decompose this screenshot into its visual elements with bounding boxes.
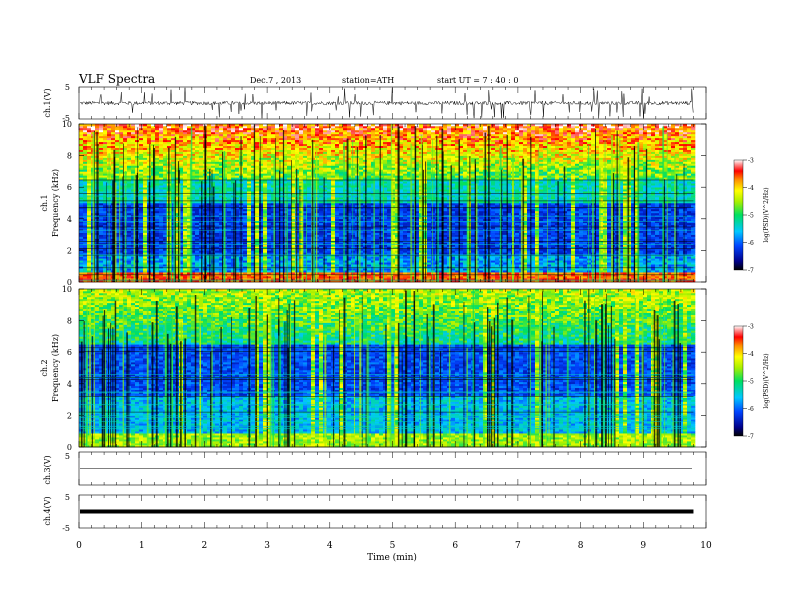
colorbar-tick-label: -3 — [748, 324, 754, 331]
ch4-waveform-ylabel: ch.4(V) — [43, 496, 52, 525]
colorbar-tick-label: -3 — [748, 158, 754, 165]
colorbar-tick-label: -7 — [748, 434, 754, 441]
ytick-label: 10 — [62, 120, 72, 129]
time-tick-label: 8 — [578, 541, 584, 551]
colorbar-tick-label: -6 — [748, 240, 754, 247]
time-axis-tick-labels: 0 1 2 3 4 5 6 7 8 9 10 — [76, 541, 712, 551]
date-label: Dec.7 , 2013 — [250, 76, 301, 85]
ch1-spectrogram-image — [79, 124, 706, 282]
colorbar-tick-label: -6 — [748, 406, 754, 413]
colorbar-tick-label: -5 — [748, 213, 754, 220]
ch2-colorbar — [734, 326, 743, 436]
ch1-colorbar — [734, 160, 743, 270]
ch1-spectrogram-ylabel: ch.1 — [40, 194, 49, 211]
time-tick-label: 7 — [515, 541, 521, 551]
time-tick-label: 9 — [640, 541, 646, 551]
ch4-ytick-bottom: -5 — [62, 524, 70, 533]
panel-ch4-waveform: 5 -5 ch.4(V) — [43, 493, 706, 533]
colorbar-tick-label: -5 — [748, 379, 754, 386]
ytick-label: 8 — [67, 317, 72, 326]
ytick-label: 6 — [67, 183, 72, 192]
time-tick-label: 3 — [264, 541, 270, 551]
time-tick-label: 4 — [327, 541, 333, 551]
colorbar-tick-label: -4 — [748, 351, 754, 358]
panel-ch1-waveform: 5 -5 ch.1(V) — [43, 83, 706, 123]
ytick-label: 8 — [67, 152, 72, 161]
time-axis-label: Time (min) — [367, 552, 417, 563]
ch1-frequency-ylabel: Frequency (kHz) — [51, 169, 60, 237]
ytick-label: 4 — [67, 380, 72, 389]
ytick-label: 4 — [67, 215, 72, 224]
ch4-ytick-top: 5 — [65, 493, 70, 502]
ch2-frequency-ylabel: Frequency (kHz) — [51, 334, 60, 402]
colorbar-tick-label: -4 — [748, 185, 754, 192]
ytick-label: 0 — [67, 443, 72, 452]
ch3-waveform-ylabel: ch.3(V) — [43, 455, 52, 484]
ch1-waveform-ylabel: ch.1(V) — [43, 88, 52, 117]
station-label: station=ATH — [342, 76, 394, 85]
ytick-label: 10 — [62, 285, 72, 294]
time-tick-label: 1 — [139, 541, 145, 551]
figure-title: VLF Spectra — [78, 72, 155, 86]
start-ut-label: start UT = 7 : 40 : 0 — [437, 76, 518, 85]
time-tick-label: 5 — [390, 541, 396, 551]
time-tick-label: 6 — [452, 541, 458, 551]
ytick-label: 2 — [67, 411, 72, 420]
ch1-waveform-line — [80, 88, 693, 119]
ch1-ytick-top: 5 — [65, 83, 70, 92]
ytick-label: 2 — [67, 246, 72, 255]
time-tick-label: 10 — [700, 541, 712, 551]
time-tick-label: 0 — [76, 541, 82, 551]
panel-ch3-waveform: 5 ch.3(V) — [43, 452, 706, 485]
ch3-ytick-top: 5 — [65, 452, 70, 461]
ch2-colorbar-label: log(PSD)(V^2/Hz) — [763, 353, 770, 408]
ch2-spectrogram-ylabel: ch.2 — [40, 359, 49, 376]
ytick-label: 6 — [67, 348, 72, 357]
colorbar-tick-label: -7 — [748, 268, 754, 275]
ch2-spectrogram-image — [79, 289, 706, 447]
ch4-waveform-line — [80, 510, 693, 514]
ch1-colorbar-label: log(PSD)(V^2/Hz) — [763, 187, 770, 242]
time-tick-label: 2 — [202, 541, 208, 551]
